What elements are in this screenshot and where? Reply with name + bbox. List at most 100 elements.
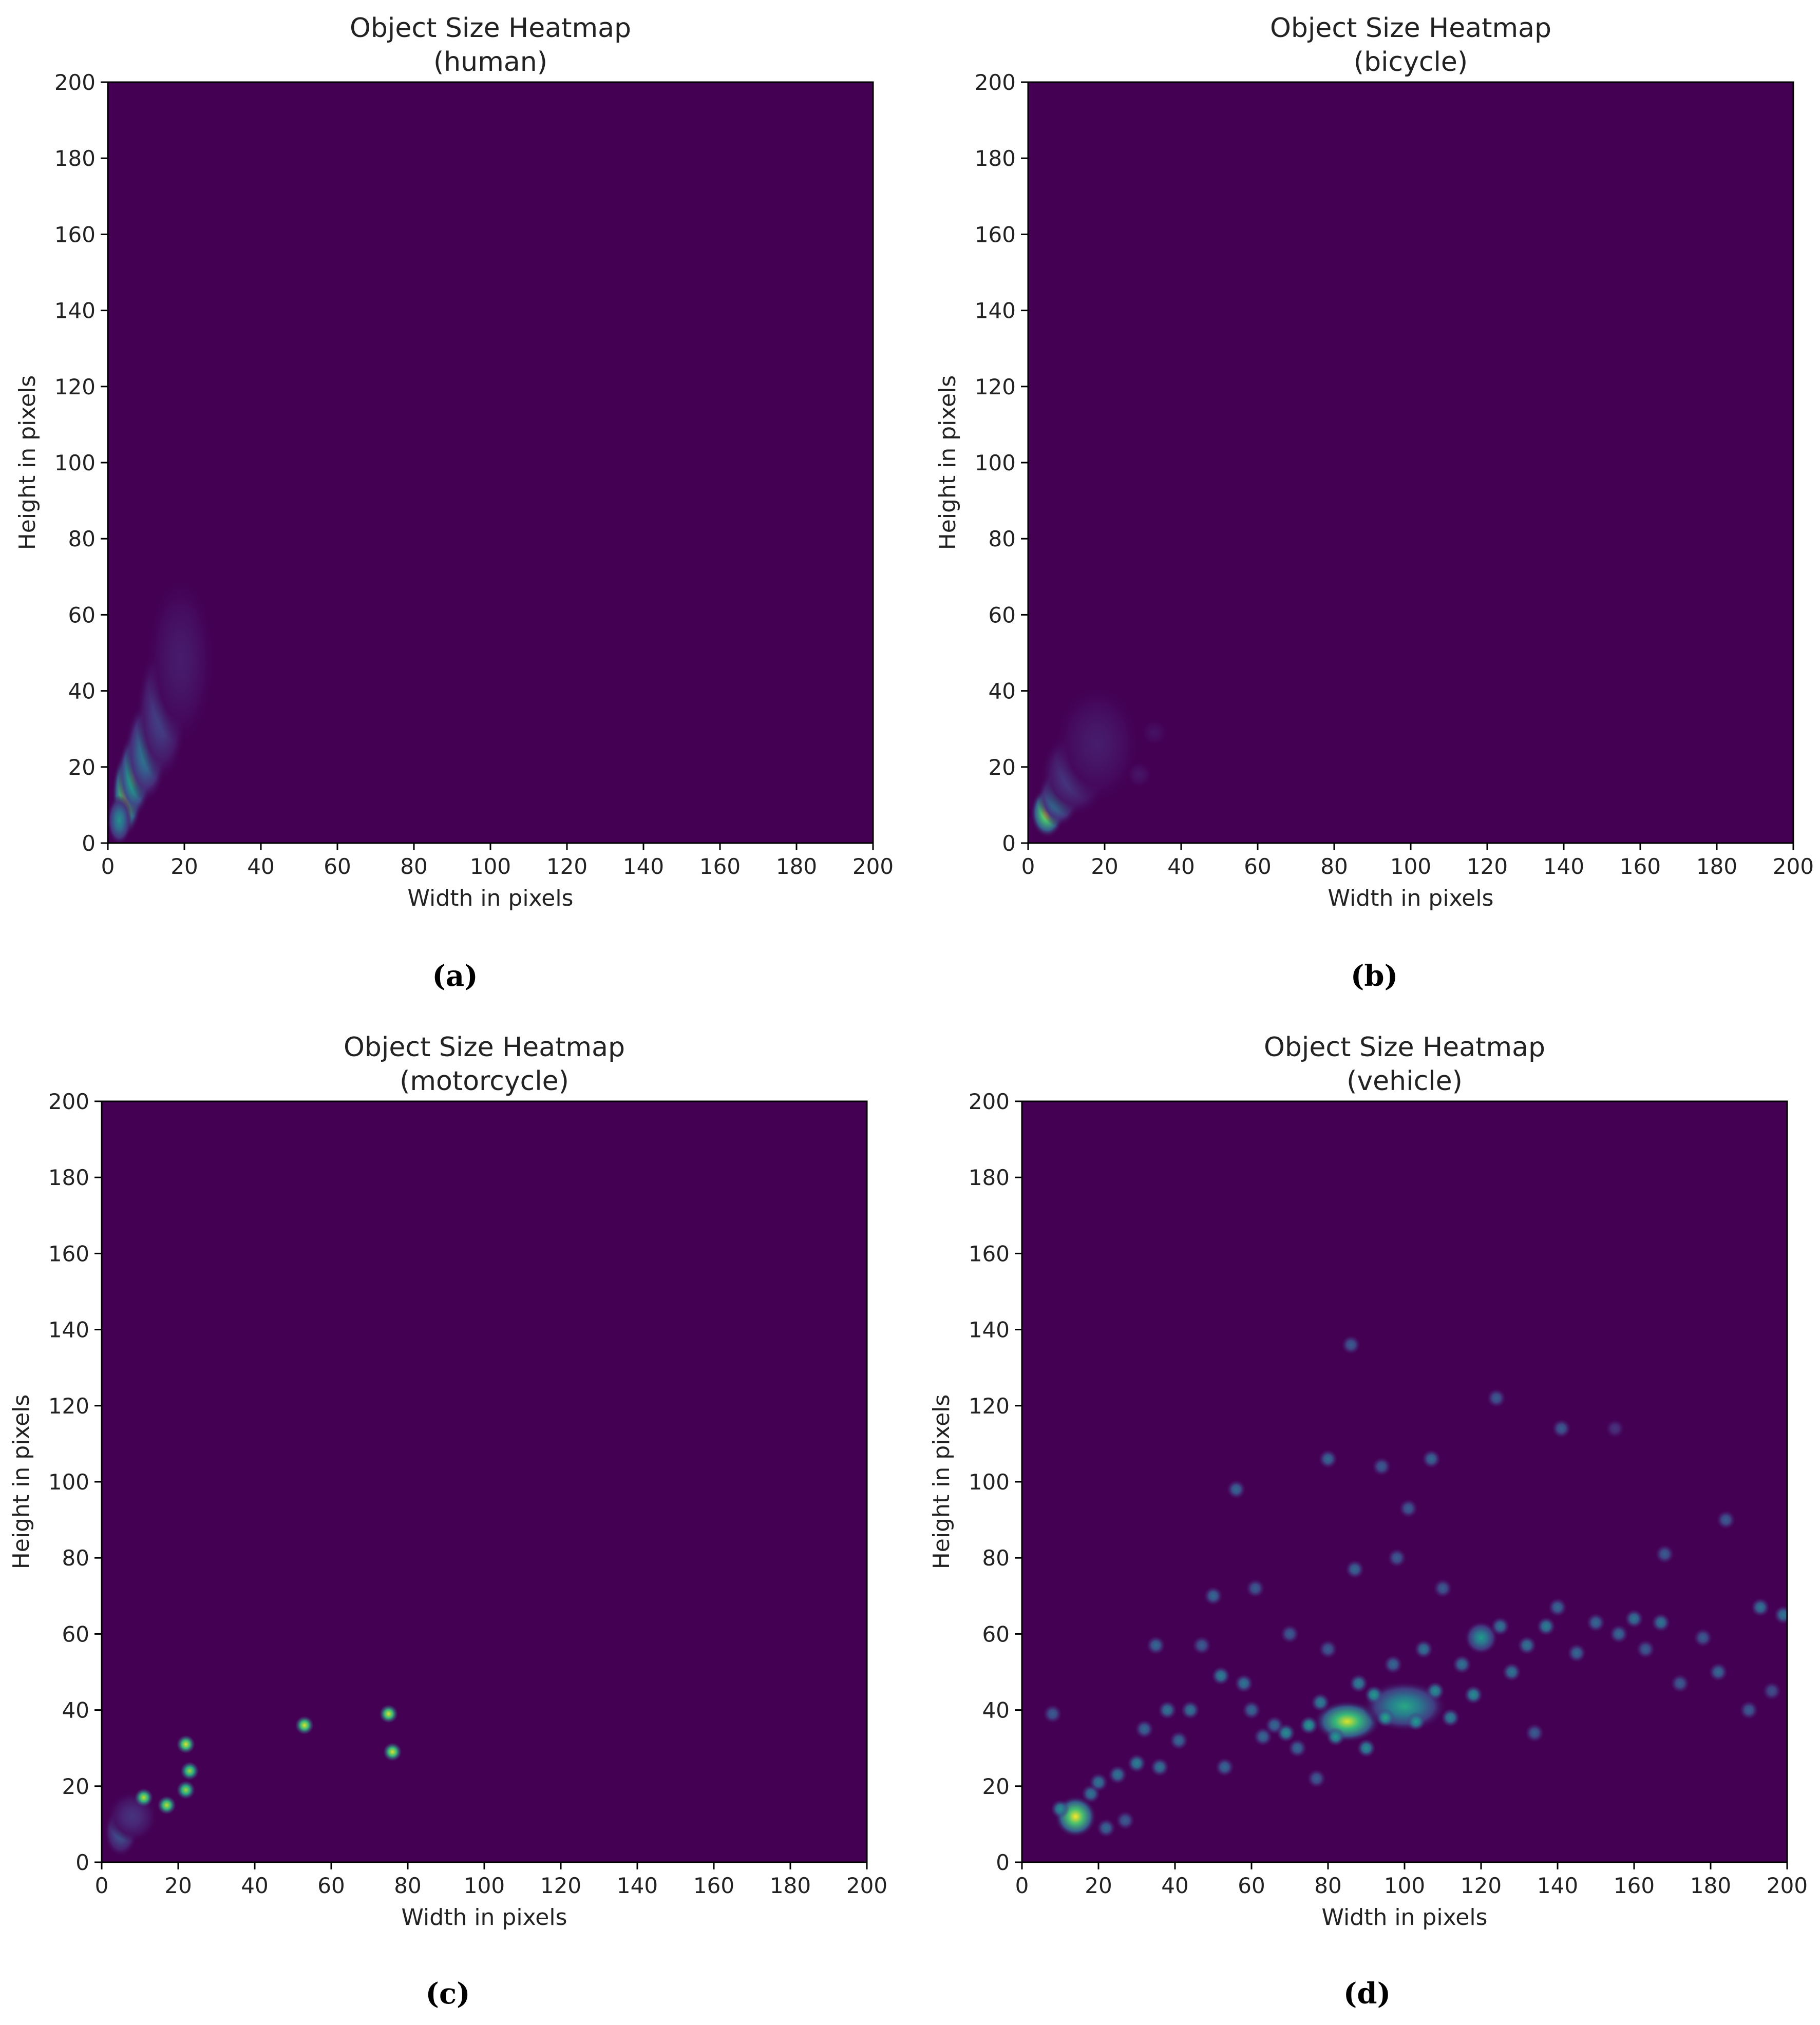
y-tick-label: 80 [989,526,1016,551]
x-axis-label: Width in pixels [1322,1904,1488,1931]
y-axis-label: Height in pixels [8,1394,34,1570]
data-point [1537,1617,1556,1636]
y-tick-label: 140 [969,1317,1010,1343]
data-point [1625,1609,1643,1628]
data-point [1150,1757,1169,1776]
y-tick-label: 180 [969,1165,1010,1190]
data-point [1116,1811,1135,1830]
data-point [1043,1705,1062,1724]
data-point [1518,1636,1537,1655]
data-point [1357,1739,1376,1757]
chart-subtitle: (human) [433,47,547,78]
data-point [1502,1663,1521,1682]
y-tick-label: 60 [982,1621,1010,1647]
x-tick-label: 80 [1320,854,1348,879]
data-point [1452,1655,1471,1674]
y-tick-label: 100 [54,450,96,475]
y-tick-label: 100 [48,1469,89,1495]
data-point [1158,1701,1177,1720]
data-point [1135,1720,1154,1739]
data-point [1388,1549,1407,1568]
x-tick-label: 80 [394,1873,421,1898]
x-tick-label: 120 [540,1873,581,1898]
y-tick-label: 140 [54,298,96,323]
heatmap-background [1028,82,1793,843]
heatmap-background [1022,1101,1787,1862]
data-point [1326,1727,1345,1746]
heatmap-background [102,1101,867,1862]
x-tick-label: 120 [1467,854,1508,879]
chart-subtitle: (vehicle) [1347,1066,1463,1097]
data-point [157,1795,176,1814]
data-point [1307,1769,1326,1788]
chart-title: Object Size Heatmap [1270,13,1551,44]
heatmap-panel-2: 0 20 40 60 80 100 120 140 160 180 200 0 20 40 60 80 100 1… [8,1032,887,1931]
data-point [1399,1499,1418,1518]
chart-title: Object Size Heatmap [1264,1032,1545,1063]
y-axis-label: Height in pixels [935,375,961,550]
x-tick-label: 180 [770,1873,811,1898]
data-point [1762,1682,1781,1701]
data-point [1694,1628,1713,1647]
data-point [1655,1544,1674,1563]
data-point [1751,1598,1770,1617]
data-point [1299,1716,1318,1735]
data-point [1254,1727,1273,1746]
x-tick-label: 160 [699,854,741,879]
data-point [1487,1388,1506,1407]
data-point [1089,1773,1108,1792]
y-tick-label: 120 [975,374,1016,399]
x-tick-label: 60 [324,854,351,879]
x-tick-label: 100 [1390,854,1431,879]
data-point [1215,1757,1234,1776]
data-point [1739,1701,1758,1720]
x-tick-label: 20 [164,1873,192,1898]
data-point [379,1705,398,1724]
y-tick-label: 0 [82,831,96,856]
x-tick-label: 0 [1015,1873,1029,1898]
data-point [1319,1640,1337,1659]
data-point [1671,1674,1690,1693]
x-tick-label: 60 [1244,854,1271,879]
x-tick-label: 140 [1537,1873,1578,1898]
data-point [1426,1682,1445,1701]
data-point [180,1762,199,1781]
data-point [1096,1819,1115,1838]
x-tick-label: 80 [400,854,427,879]
data-point [1422,1449,1441,1468]
density-hotspot [146,577,215,744]
data-point [176,1735,195,1754]
data-point [295,1716,314,1735]
y-tick-label: 120 [48,1393,89,1419]
y-tick-label: 100 [975,450,1016,475]
chart-subtitle: (bicycle) [1354,47,1468,78]
x-axis-label: Width in pixels [408,885,574,911]
y-tick-label: 40 [68,679,96,704]
data-point [1383,1655,1402,1674]
x-tick-label: 0 [101,854,115,879]
y-tick-label: 160 [54,222,96,247]
x-tick-label: 20 [170,854,198,879]
y-tick-label: 120 [969,1393,1010,1419]
panel-caption-d: (d) [1343,1977,1391,2011]
data-point [1548,1598,1567,1617]
x-tick-label: 100 [464,1873,505,1898]
y-tick-label: 80 [982,1545,1010,1571]
y-tick-label: 160 [48,1241,89,1266]
x-tick-label: 180 [1696,854,1737,879]
x-tick-label: 140 [617,1873,658,1898]
data-point [1227,1480,1246,1499]
data-point [1311,1693,1330,1712]
y-tick-label: 180 [975,146,1016,171]
heatmap-panel-0: 0 20 40 60 80 100 120 140 160 180 200 0 20 40 60 80 100 1… [14,13,894,911]
y-tick-label: 100 [969,1469,1010,1495]
y-tick-label: 0 [75,1850,89,1875]
density-hotspot [1055,685,1140,803]
data-point [1609,1625,1628,1644]
y-tick-label: 40 [982,1698,1010,1723]
data-point [1605,1419,1624,1438]
data-point [1192,1636,1211,1655]
x-tick-label: 0 [1021,854,1035,879]
